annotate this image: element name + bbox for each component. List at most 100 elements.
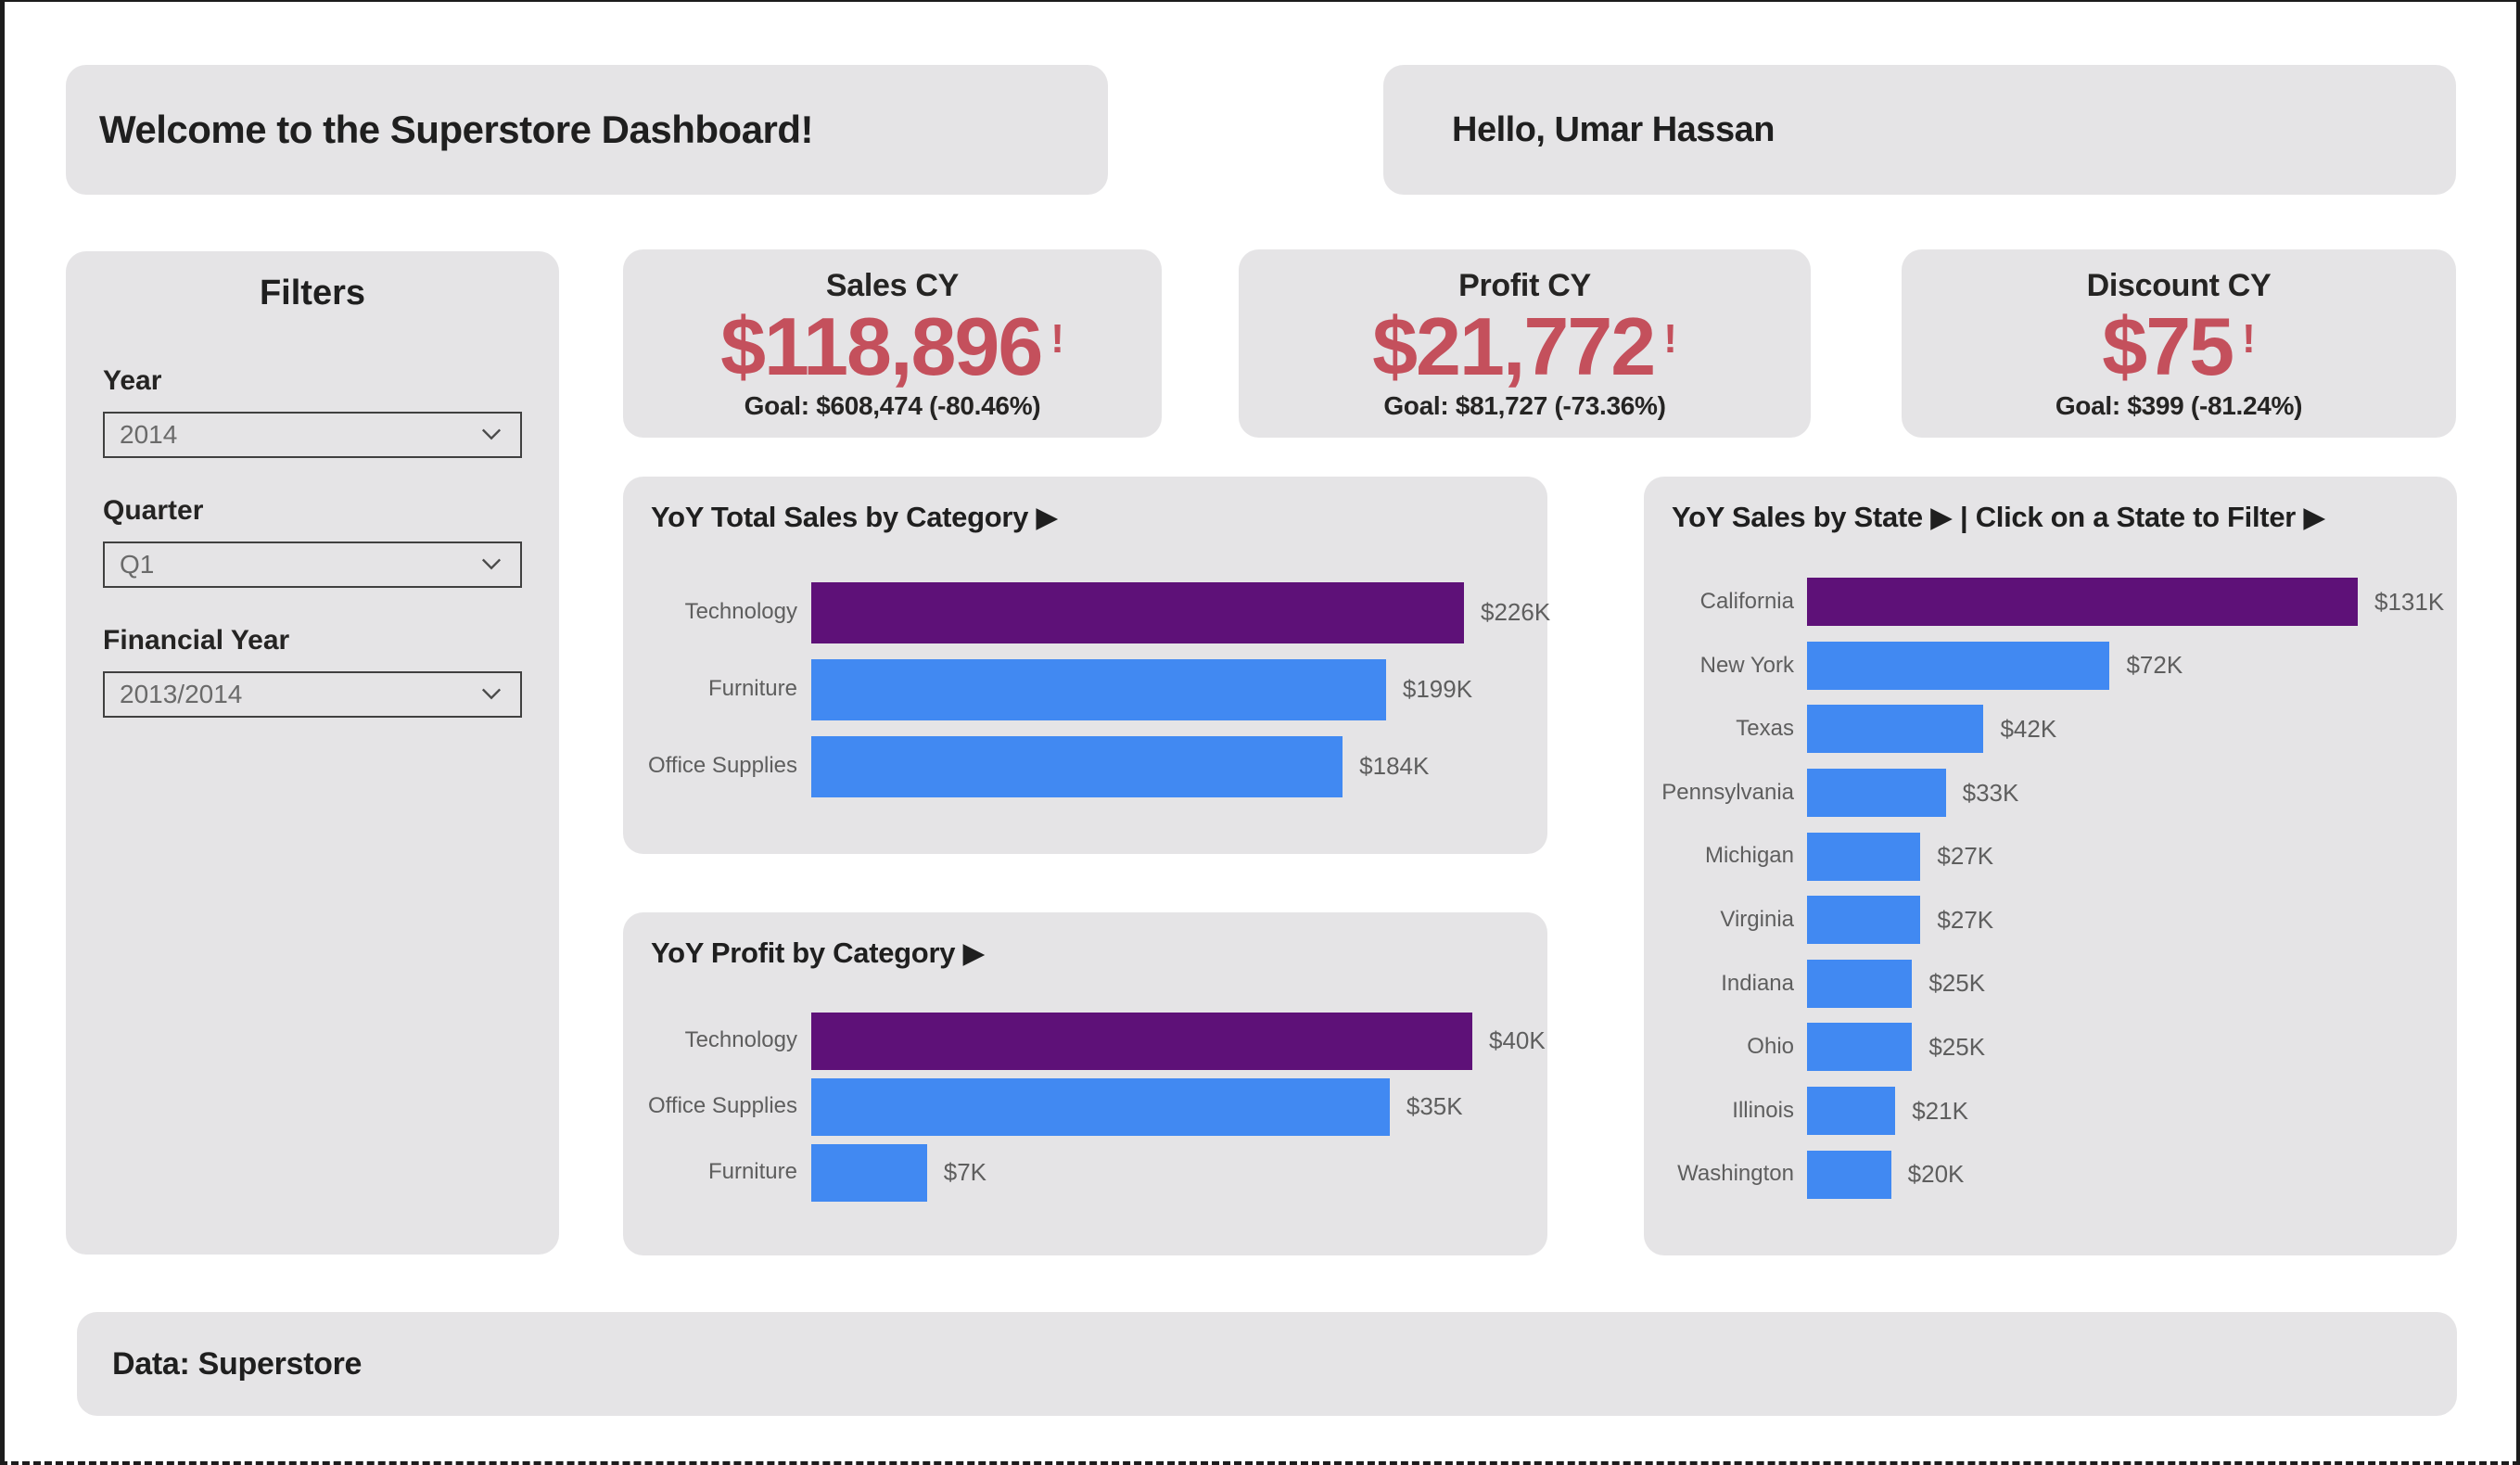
value-label: $40K [1489,1026,1546,1054]
bar[interactable] [811,1077,1390,1136]
bar-row: Illinois $21K [1644,1079,2457,1143]
kpi-alert-icon: ! [2242,316,2256,363]
bar[interactable] [1807,578,2358,627]
page-title: Welcome to the Superstore Dashboard! [99,108,814,151]
filters-title: Filters [259,274,366,312]
category-label: California [1699,589,1794,615]
kpi-goal: Goal: $608,474 (-80.46%) [744,391,1041,421]
value-label: $131K [2374,587,2445,616]
category-label: Ohio [1747,1034,1794,1060]
welcome-card: Welcome to the Superstore Dashboard! [66,65,1108,195]
kpi-value: $21,772 [1372,300,1656,392]
category-label: Illinois [1732,1097,1794,1123]
filters-panel: Filters Year 2014 Quarter Q1 Financial Y… [66,251,559,1255]
bar[interactable] [1807,769,1946,818]
filter-group-financial-year: Financial Year 2013/2014 [103,625,522,718]
kpi-card-discount: Discount CY $75 ! Goal: $399 (-81.24%) [1902,249,2456,438]
filter-group-quarter: Quarter Q1 [103,495,522,588]
bar[interactable] [1807,641,2110,690]
bar-row: Office Supplies $35K [623,1074,1547,1140]
year-dropdown[interactable]: 2014 [103,412,522,458]
bar[interactable] [1807,1087,1896,1136]
bar[interactable] [1807,705,1984,754]
category-label: Furniture [707,676,797,702]
category-label: Technology [684,599,797,625]
chevron-down-icon[interactable] [476,417,507,453]
footer-card: Data: Superstore [77,1312,2457,1416]
kpi-goal: Goal: $81,727 (-73.36%) [1383,391,1666,421]
value-label: $25K [1928,969,1986,998]
bar[interactable] [1807,832,1921,881]
greeting-card: Hello, Umar Hassan [1383,65,2456,195]
chevron-down-icon[interactable] [476,547,507,583]
bar-row: Virginia $27K [1644,888,2457,952]
financial-year-dropdown[interactable]: 2013/2014 [103,671,522,718]
value-label: $7K [943,1158,987,1186]
bar-row: California $131K [1644,570,2457,634]
category-label: Pennsylvania [1661,779,1794,805]
kpi-card-profit: Profit CY $21,772 ! Goal: $81,727 (-73.3… [1239,249,1811,438]
value-label: $27K [1937,842,1994,871]
financial-year-filter-label: Financial Year [103,625,290,656]
chevron-down-icon[interactable] [476,677,507,713]
value-label: $20K [1907,1160,1965,1189]
quarter-dropdown[interactable]: Q1 [103,541,522,588]
bar-row: New York $72K [1644,634,2457,698]
value-label: $21K [1912,1096,1968,1125]
bar-row: Pennsylvania $33K [1644,761,2457,825]
kpi-title: Profit CY [1458,268,1591,303]
bar[interactable] [1807,1150,1891,1199]
bar-chart: Technology $40K Office Supplies $35K Furnitu… [623,1008,1547,1205]
category-label: Technology [684,1027,797,1053]
bar[interactable] [811,658,1386,720]
bar[interactable] [1807,1023,1913,1072]
kpi-value: $118,896 [720,300,1043,392]
kpi-value-row: $118,896 ! [720,300,1064,392]
chart-profit-by-category: YoY Profit by Category ▶ Technology $40K O… [623,912,1547,1255]
value-label: $25K [1928,1032,1986,1061]
kpi-card-sales: Sales CY $118,896 ! Goal: $608,474 (-80.… [623,249,1162,438]
bar-row: Indiana $25K [1644,952,2457,1016]
bar[interactable] [811,1143,927,1202]
category-label: Texas [1736,716,1794,742]
category-label: Virginia [1720,907,1794,933]
bar-chart: Technology $226K Furniture $199K Office Supp… [623,574,1551,805]
kpi-title: Sales CY [825,268,960,303]
quarter-filter-label: Quarter [103,495,204,526]
bar[interactable] [1807,959,1913,1008]
bar[interactable] [811,1012,1472,1070]
category-label: Washington [1677,1161,1794,1187]
value-label: $199K [1402,675,1473,703]
bar[interactable] [1807,896,1921,945]
bar-row: Washington $20K [1644,1142,2457,1206]
bar-row: Technology $40K [623,1008,1547,1074]
kpi-alert-icon: ! [1050,316,1064,363]
category-label: Indiana [1721,970,1794,996]
value-label: $33K [1962,778,2019,807]
kpi-value: $75 [2102,300,2234,392]
kpi-value-row: $75 ! [2102,300,2256,392]
chart-title: YoY Total Sales by Category ▶ [651,501,1058,533]
bar-row: Texas $42K [1644,697,2457,761]
kpi-value-row: $21,772 ! [1372,300,1677,392]
value-label: $27K [1937,905,1994,934]
bar-row: Technology $226K [623,574,1551,651]
bar-row: Michigan $27K [1644,824,2457,888]
year-filter-label: Year [103,365,162,396]
filter-group-year: Year 2014 [103,365,522,458]
value-label: $226K [1481,598,1551,626]
bar-row: Furniture $7K [623,1140,1547,1205]
value-label: $42K [2000,714,2057,743]
data-source-label: Data: Superstore [112,1345,363,1382]
bar[interactable] [811,581,1464,643]
bar[interactable] [811,735,1343,797]
chart-title: YoY Sales by State ▶ | Click on a State … [1672,501,2325,533]
chart-sales-by-state: YoY Sales by State ▶ | Click on a State … [1644,477,2457,1255]
value-label: $35K [1406,1092,1463,1120]
kpi-title: Discount CY [2086,268,2272,303]
kpi-alert-icon: ! [1663,316,1677,363]
bar-row: Office Supplies $184K [623,728,1547,805]
value-label: $72K [2126,651,2183,680]
year-dropdown-value: 2014 [120,420,178,449]
